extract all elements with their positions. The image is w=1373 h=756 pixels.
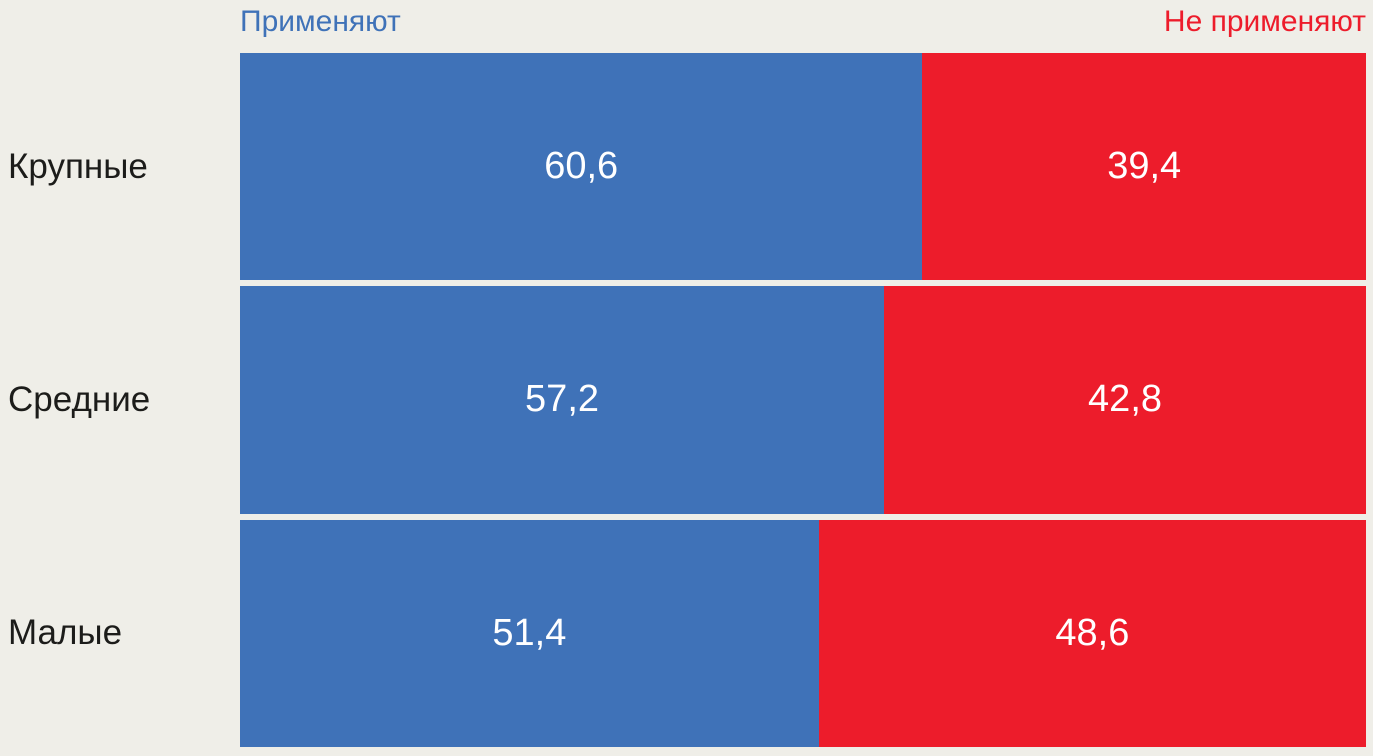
bar-segment-apply: 60,6 bbox=[240, 53, 923, 281]
bar-segment-apply: 57,2 bbox=[240, 286, 885, 514]
value-label: 42,8 bbox=[1088, 378, 1163, 421]
bar-row-srednie: Средние 57,2 42,8 bbox=[0, 286, 1366, 514]
category-label: Крупные bbox=[8, 146, 148, 186]
bar-row-krupnye: Крупные 60,6 39,4 bbox=[0, 53, 1366, 281]
bar-segment-not-apply: 39,4 bbox=[922, 53, 1366, 281]
value-label: 51,4 bbox=[492, 611, 567, 654]
bar: 51,4 48,6 bbox=[240, 519, 1366, 747]
bar-segment-apply: 51,4 bbox=[240, 519, 819, 747]
bar-segment-not-apply: 42,8 bbox=[884, 286, 1366, 514]
legend: Применяют Не применяют bbox=[240, 3, 1366, 41]
value-label: 39,4 bbox=[1107, 145, 1182, 188]
bar: 57,2 42,8 bbox=[240, 286, 1366, 514]
legend-item-not-apply: Не применяют bbox=[1163, 5, 1366, 38]
bar-row-malye: Малые 51,4 48,6 bbox=[0, 519, 1366, 747]
bar-rows: Крупные 60,6 39,4 Средние 57,2 42,8 bbox=[0, 53, 1366, 747]
value-label: 48,6 bbox=[1055, 611, 1130, 654]
category-label: Малые bbox=[8, 613, 123, 653]
value-label: 60,6 bbox=[544, 145, 619, 188]
category-label: Средние bbox=[8, 379, 151, 419]
value-label: 57,2 bbox=[525, 378, 600, 421]
bar-segment-not-apply: 48,6 bbox=[818, 519, 1366, 747]
legend-item-apply: Применяют bbox=[240, 5, 401, 38]
bar: 60,6 39,4 bbox=[240, 53, 1366, 281]
